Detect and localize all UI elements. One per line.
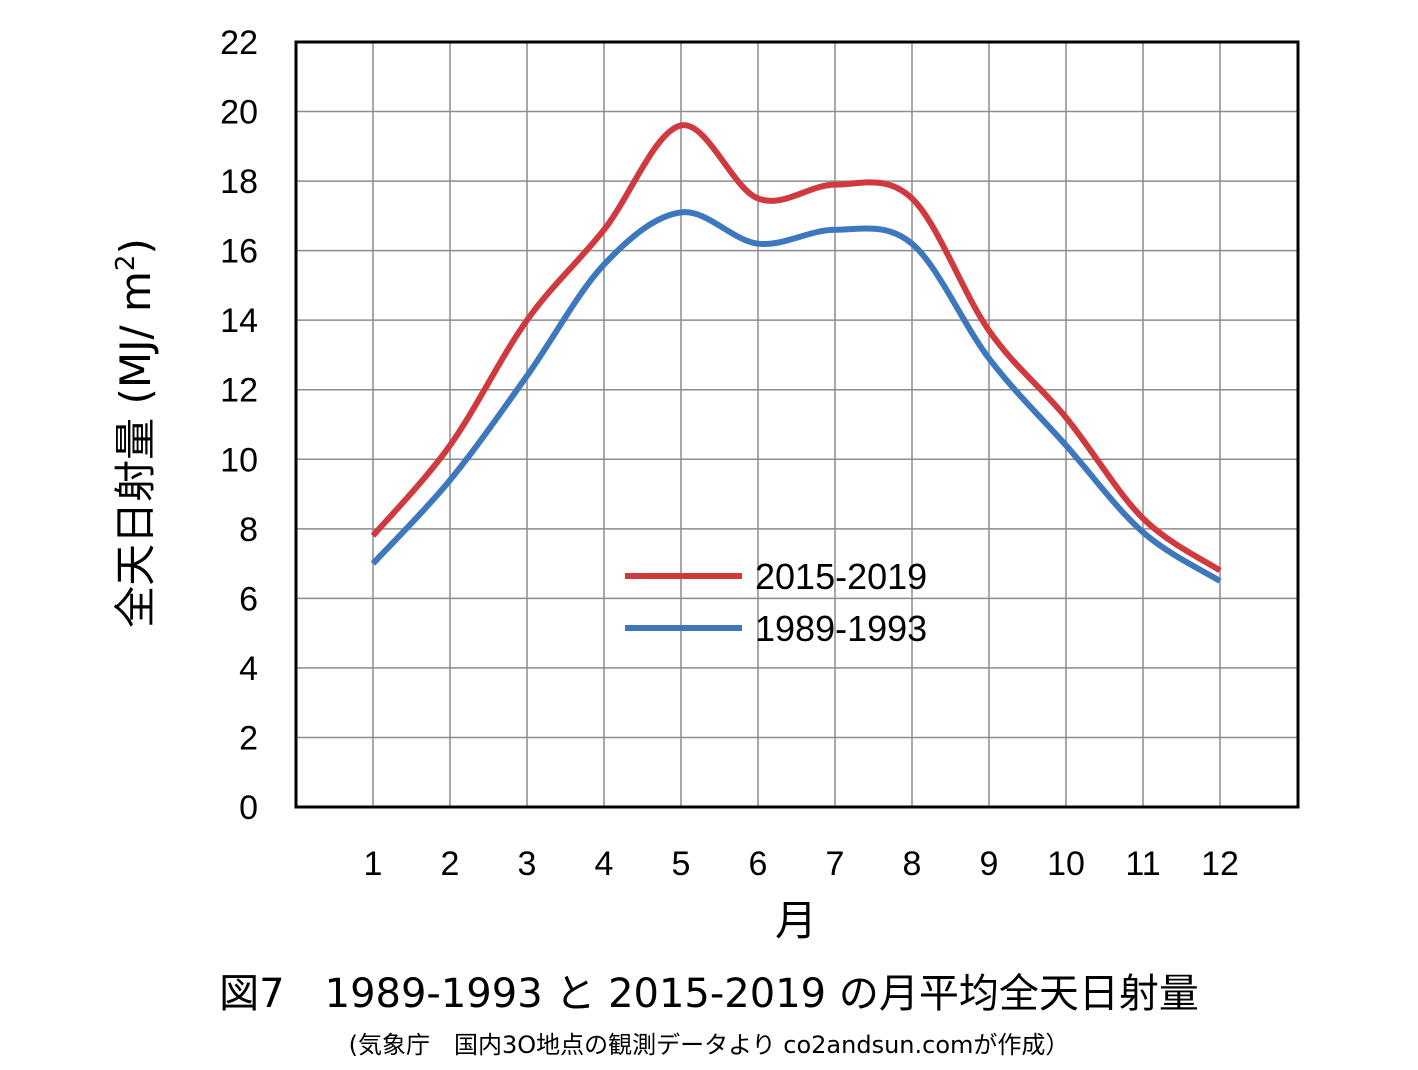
grid <box>296 42 1298 807</box>
x-tick-label: 10 <box>1047 845 1085 883</box>
x-tick-label: 7 <box>826 845 845 883</box>
y-tick-label: 20 <box>220 94 258 132</box>
y-axis-title-main: 全天日射量 (MJ/ m <box>111 271 160 628</box>
y-tick-label: 18 <box>220 163 258 201</box>
x-tick-label: 4 <box>595 845 614 883</box>
series-line-1989-1993 <box>370 209 1222 584</box>
source-note: (気象庁 国内3O地点の観測データより co2andsun.comが作成） <box>348 1031 1070 1059</box>
x-tick-label: 6 <box>749 845 768 883</box>
y-tick-label: 2 <box>239 719 258 757</box>
x-axis-title: 月 <box>775 896 817 945</box>
x-tick-label: 8 <box>903 845 922 883</box>
x-tick-label: 5 <box>672 845 691 883</box>
legend-label-1989-1993: 1989-1993 <box>755 608 927 649</box>
y-tick-label: 8 <box>239 511 258 549</box>
x-tick-label: 9 <box>980 845 999 883</box>
series-line-2015-2019 <box>370 122 1222 574</box>
y-axis-title-close: ) <box>111 238 160 254</box>
plot-frame <box>294 40 1300 809</box>
x-tick-labels: 1 2 3 4 5 6 7 8 9 10 11 12 <box>364 845 1239 883</box>
y-tick-label: 4 <box>239 650 258 688</box>
y-tick-label: 22 <box>220 24 258 62</box>
y-tick-label: 0 <box>239 789 258 827</box>
y-tick-label: 16 <box>220 233 258 271</box>
y-tick-label: 10 <box>220 441 258 479</box>
series-layer <box>370 122 1222 584</box>
y-tick-label: 6 <box>239 580 258 618</box>
y-tick-labels: 0 2 4 6 8 10 12 14 16 18 20 22 <box>220 24 258 827</box>
x-tick-label: 1 <box>364 845 383 883</box>
x-tick-label: 11 <box>1125 845 1160 883</box>
y-tick-label: 14 <box>220 302 258 340</box>
y-tick-label: 12 <box>220 372 258 410</box>
y-axis-title-sup: 2 <box>111 255 141 272</box>
legend: 2015-2019 1989-1993 <box>625 556 927 649</box>
legend-label-2015-2019: 2015-2019 <box>755 556 927 597</box>
x-tick-label: 2 <box>441 845 460 883</box>
y-axis-title: 全天日射量 (MJ/ m2) <box>111 238 160 628</box>
figure-caption: 図7 1989-1993 と 2015-2019 の月平均全天日射量 <box>219 971 1199 1017</box>
x-tick-label: 3 <box>518 845 537 883</box>
x-tick-label: 12 <box>1201 845 1239 883</box>
